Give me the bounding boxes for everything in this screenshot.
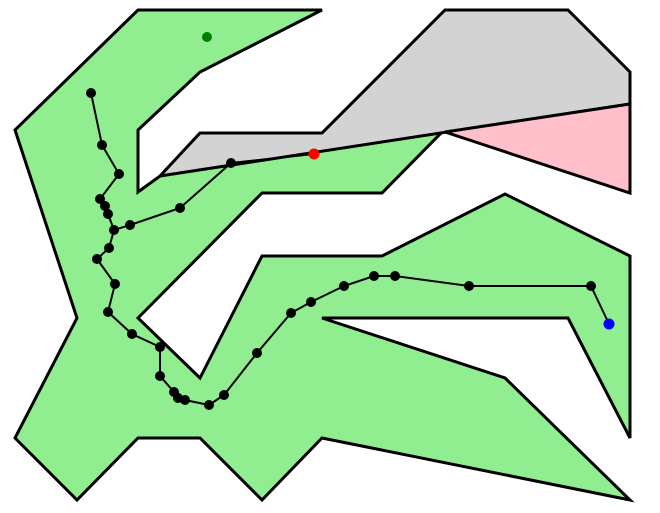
path-node	[95, 194, 105, 204]
path-node	[97, 140, 107, 150]
path-node	[252, 348, 262, 358]
path-node	[100, 201, 110, 211]
path-node	[226, 158, 236, 168]
path-line-lower	[95, 229, 610, 407]
green-point-marker	[202, 32, 212, 42]
path-node	[92, 254, 102, 264]
path-node	[114, 169, 124, 179]
path-node	[127, 329, 137, 339]
path-node	[109, 225, 119, 235]
path-node	[155, 342, 165, 352]
path-node	[86, 88, 96, 98]
red-point-marker	[308, 148, 320, 160]
path-node	[125, 220, 135, 230]
path-node	[155, 371, 165, 381]
path-node	[175, 203, 185, 213]
path-node	[339, 281, 349, 291]
gray-region	[155, 8, 632, 179]
path-node	[103, 209, 113, 219]
blue-point-marker	[603, 318, 615, 330]
path-node	[104, 243, 114, 253]
path-node	[390, 271, 400, 281]
path-nodes	[86, 88, 596, 410]
path-node	[103, 307, 113, 317]
path-node	[180, 395, 190, 405]
green-region	[13, 8, 635, 503]
path-node	[586, 281, 596, 291]
path-node	[219, 390, 229, 400]
path-node	[306, 297, 316, 307]
path-node	[110, 279, 120, 289]
pink-region	[444, 102, 632, 196]
path-node	[369, 271, 379, 281]
path-node	[286, 308, 296, 318]
path-node	[204, 400, 214, 410]
path-node	[464, 281, 474, 291]
